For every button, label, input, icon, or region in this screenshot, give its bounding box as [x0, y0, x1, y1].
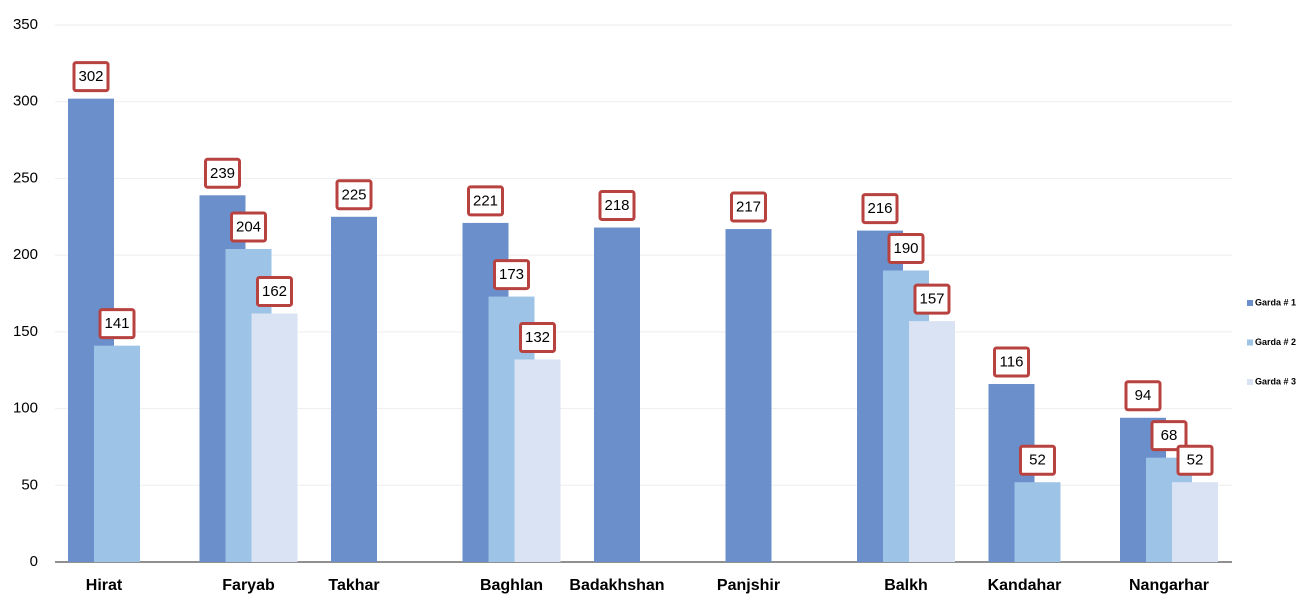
y-tick-label: 50: [21, 476, 38, 493]
x-tick-label: Panjshir: [717, 577, 780, 594]
data-label-box: [204, 157, 241, 189]
legend-swatch: [1247, 379, 1253, 385]
data-label: 217: [736, 199, 761, 216]
data-label-box: [98, 308, 136, 340]
y-tick-label: 350: [13, 16, 38, 33]
data-label: 218: [604, 197, 629, 214]
data-label: 239: [210, 165, 235, 182]
data-label: 141: [104, 315, 129, 332]
data-label-box: [730, 191, 767, 223]
y-tick-label: 150: [13, 323, 38, 340]
bar: [94, 345, 140, 562]
bar: [331, 216, 377, 563]
data-label-box: [335, 179, 373, 211]
data-label: 216: [867, 200, 892, 217]
legend-label: Garda # 3: [1255, 376, 1296, 386]
x-tick-label: Badakhshan: [569, 577, 664, 594]
data-label: 94: [1135, 387, 1152, 404]
data-label-box: [598, 190, 636, 222]
bar: [725, 229, 772, 562]
data-label-box: [230, 211, 267, 243]
data-label-box: [861, 193, 899, 225]
legend-label: Garda # 2: [1255, 337, 1296, 347]
data-label-box: [887, 232, 925, 264]
data-label: 157: [919, 291, 944, 308]
x-tick-label: Faryab: [222, 577, 275, 594]
data-label-box: [1176, 444, 1214, 476]
data-label: 162: [262, 283, 287, 300]
x-tick-label: Kandahar: [988, 577, 1062, 594]
x-tick-label: Balkh: [884, 577, 928, 594]
bar: [1014, 482, 1061, 562]
bar: [594, 227, 640, 563]
data-label-box: [1019, 444, 1056, 476]
y-tick-label: 100: [13, 400, 38, 417]
legend-label: Garda # 1: [1255, 297, 1296, 307]
y-tick-label: 200: [13, 246, 38, 263]
data-label-box: [993, 346, 1030, 378]
bar: [514, 359, 561, 562]
data-label-box: [1150, 420, 1188, 452]
data-label-box: [913, 283, 951, 315]
data-label-box: [256, 275, 293, 307]
data-label: 190: [893, 240, 918, 257]
data-label-box: [72, 61, 110, 93]
y-tick-label: 250: [13, 169, 38, 186]
bar: [909, 321, 955, 562]
data-label-box: [493, 259, 530, 291]
legend-swatch: [1247, 300, 1253, 306]
x-tick-label: Nangarhar: [1129, 577, 1209, 594]
data-label-box: [467, 185, 504, 217]
data-label: 52: [1187, 452, 1204, 469]
data-label: 225: [341, 186, 366, 203]
data-label: 204: [236, 218, 261, 235]
y-tick-label: 300: [13, 93, 38, 110]
legend-swatch: [1247, 339, 1253, 346]
data-label: 221: [473, 192, 498, 209]
data-label-box: [519, 321, 556, 353]
y-tick-label: 0: [30, 553, 38, 570]
data-label: 132: [525, 329, 550, 346]
bar: [1172, 482, 1218, 562]
data-label: 116: [1000, 353, 1024, 370]
data-label-box: [1124, 380, 1162, 412]
data-label: 302: [78, 68, 103, 85]
data-label: 52: [1029, 452, 1046, 469]
x-tick-label: Hirat: [86, 577, 123, 594]
x-tick-label: Baghlan: [480, 577, 543, 594]
data-label: 68: [1161, 427, 1178, 444]
data-label: 173: [499, 266, 524, 283]
bar: [251, 313, 298, 562]
x-tick-label: Takhar: [328, 577, 379, 594]
